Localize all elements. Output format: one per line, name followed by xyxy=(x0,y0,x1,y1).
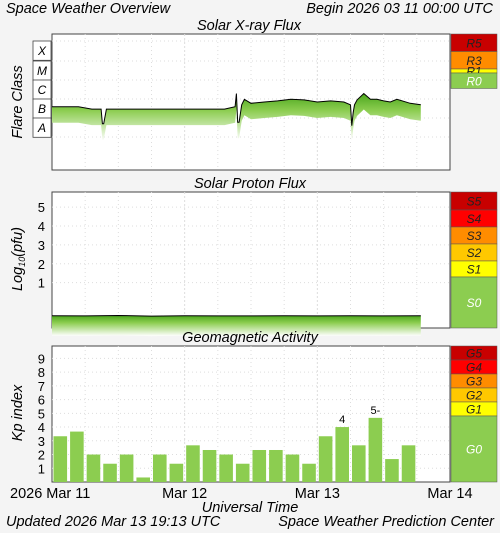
kp-bar-annotation: 4 xyxy=(339,414,345,426)
scale-cell-s0 xyxy=(450,276,498,329)
xray-flux-line xyxy=(52,92,421,126)
kp-bar xyxy=(119,454,134,482)
scale-label-s0: S0 xyxy=(467,296,482,310)
scale-cell-r0 xyxy=(450,72,498,89)
scale-label-g2: G2 xyxy=(466,389,482,403)
proton-flux-fill xyxy=(52,315,421,337)
proton-title: Solar Proton Flux xyxy=(194,176,307,192)
scale-label-r0: R0 xyxy=(466,74,482,88)
kp-bar xyxy=(252,449,267,482)
kp-bar xyxy=(86,454,101,482)
xray-title: Solar X-ray Flux xyxy=(197,18,302,34)
kp-tick-label: 9 xyxy=(38,351,45,366)
footer-source: Space Weather Prediction Center xyxy=(278,514,494,530)
flare-class-label-a: A xyxy=(37,121,46,135)
kp-tick-label: 1 xyxy=(38,461,45,476)
kp-bar xyxy=(136,477,150,482)
scale-label-s2: S2 xyxy=(467,246,482,260)
proton-ylabel-sub: 10 xyxy=(17,257,27,267)
kp-bar xyxy=(70,431,84,482)
xray-flux-fill xyxy=(52,93,421,142)
header-begin-time: Begin 2026 03 11 00:00 UTC xyxy=(306,1,493,17)
proton-tick-label: 1 xyxy=(38,276,45,291)
kp-bar xyxy=(219,454,233,482)
proton-ylabel: Log10(pfu) xyxy=(10,227,27,291)
proton-tick-label: 4 xyxy=(38,219,45,234)
flare-class-label-x: X xyxy=(37,44,47,58)
kp-bar xyxy=(235,463,250,482)
kp-bar xyxy=(352,445,366,482)
xray-ylabel: Flare Class xyxy=(10,65,26,138)
kp-bar xyxy=(202,449,217,482)
kp-xtick-label: Mar 12 xyxy=(162,486,207,502)
flare-class-label-b: B xyxy=(38,102,46,116)
kp-bar xyxy=(285,454,300,482)
scale-label-g5: G5 xyxy=(466,347,482,361)
kp-bar-annotation: 5- xyxy=(370,405,380,417)
kp-bar xyxy=(318,436,333,482)
scale-label-s5: S5 xyxy=(467,195,482,209)
kp-bar xyxy=(153,454,167,482)
kp-bar xyxy=(53,436,68,482)
scale-label-g3: G3 xyxy=(466,375,482,389)
scale-label-s4: S4 xyxy=(467,212,482,226)
proton-tick-label: 5 xyxy=(38,200,45,215)
kp-tick-label: 3 xyxy=(38,434,45,449)
kp-bar xyxy=(169,463,184,482)
flare-class-label-m: M xyxy=(37,64,47,78)
scale-label-r3: R3 xyxy=(466,54,482,68)
kp-tick-label: 6 xyxy=(38,393,45,408)
kp-tick-label: 8 xyxy=(38,365,45,380)
scale-label-s3: S3 xyxy=(467,229,482,243)
scale-label-r5: R5 xyxy=(466,36,482,50)
kp-bar xyxy=(401,445,416,482)
kp-bar xyxy=(385,459,399,482)
header-title: Space Weather Overview xyxy=(6,1,171,17)
proton-tick-label: 3 xyxy=(38,238,45,253)
footer-updated-time: Updated 2026 Mar 13 19:13 UTC xyxy=(6,514,221,530)
kp-title: Geomagnetic Activity xyxy=(182,330,318,346)
kp-ylabel: Kp index xyxy=(10,384,26,441)
kp-tick-label: 5 xyxy=(38,406,45,421)
scale-cell-g0 xyxy=(450,415,498,483)
proton-tick-label: 2 xyxy=(38,257,45,272)
kp-xtick-label: Mar 13 xyxy=(295,486,340,502)
kp-bar xyxy=(335,427,349,482)
kp-tick-label: 7 xyxy=(38,379,45,394)
flare-class-box-x xyxy=(32,40,52,61)
kp-xtick-label: Mar 14 xyxy=(427,486,472,502)
proton-ylabel-main: Log xyxy=(10,267,26,291)
kp-bar xyxy=(269,449,283,482)
kp-bar xyxy=(368,417,383,482)
kp-tick-label: 2 xyxy=(38,448,45,463)
kp-xtick-label: 2026 Mar 11 xyxy=(10,486,90,502)
proton-flux-line xyxy=(51,314,421,317)
flare-class-label-c: C xyxy=(38,83,47,97)
proton-ylabel-tail: (pfu) xyxy=(10,227,26,257)
scale-label-g1: G1 xyxy=(466,403,482,417)
scale-label-s1: S1 xyxy=(467,263,482,277)
scale-label-g4: G4 xyxy=(466,361,482,375)
kp-xlabel: Universal Time xyxy=(202,500,299,516)
kp-bar xyxy=(302,463,316,482)
flare-class-box-a xyxy=(32,117,52,138)
scale-label-g0: G0 xyxy=(466,443,482,457)
kp-bar xyxy=(186,445,200,482)
kp-tick-label: 4 xyxy=(38,420,45,435)
kp-bar xyxy=(103,463,117,482)
